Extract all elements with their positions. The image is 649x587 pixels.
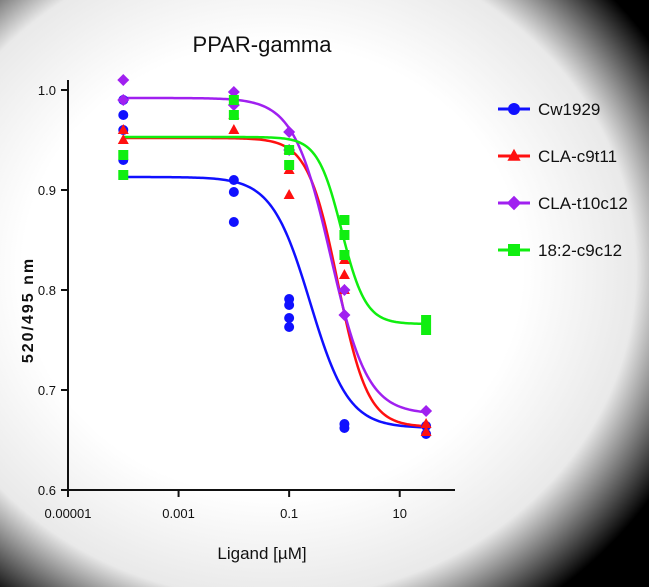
data-point-cw1929: [284, 322, 295, 332]
data-point-cw1929: [228, 187, 239, 197]
data-point-18-2-c9c12: [284, 160, 295, 170]
data-point-cla-c9t11: [420, 418, 432, 428]
data-point-cw1929: [284, 300, 295, 310]
data-point-18-2-c9c12: [284, 145, 295, 155]
legend-marker-cw1929: [508, 103, 520, 115]
data-point-cla-c9t11: [117, 124, 129, 134]
data-point-18-2-c9c12: [228, 110, 239, 120]
data-point-cw1929: [228, 217, 239, 227]
data-point-cla-c9t11: [117, 134, 129, 144]
x-tick-label: 10: [392, 506, 406, 521]
x-tick-label: 0.00001: [45, 506, 92, 521]
data-point-18-2-c9c12: [118, 170, 129, 180]
fit-curves: [123, 96, 427, 429]
data-point-18-2-c9c12: [339, 250, 350, 260]
data-point-cla-c9t11: [338, 269, 350, 279]
legend: Cw1929 CLA-c9t11 CLA-t10c12 18:2-c9c12: [498, 100, 628, 260]
data-point-cla-t10c12: [117, 74, 130, 86]
y-tick-label: 1.0: [38, 83, 56, 98]
legend-label-cla-t10c12: CLA-t10c12: [538, 194, 628, 213]
data-point-18-2-c9c12: [421, 315, 432, 325]
data-point-cw1929: [339, 423, 350, 433]
legend-label-cla-c9t11: CLA-c9t11: [538, 147, 617, 166]
fit-curve-cla-t10c12: [123, 96, 427, 414]
data-points: [117, 74, 433, 439]
y-tick-label: 0.7: [38, 383, 56, 398]
data-point-cla-t10c12: [420, 405, 433, 417]
data-point-cla-t10c12: [283, 126, 296, 138]
x-tick-label: 0.1: [280, 506, 298, 521]
axes: 0.00001 0.001 0.1 10 0.6 0.7 0.8 0.9 1.0: [38, 80, 455, 521]
data-point-18-2-c9c12: [228, 95, 239, 105]
data-point-cla-t10c12: [338, 309, 351, 321]
legend-marker-cla-t10c12: [506, 195, 522, 211]
y-tick-label: 0.9: [38, 183, 56, 198]
x-tick-label: 0.001: [162, 506, 195, 521]
chart-title: PPAR-gamma: [193, 32, 333, 57]
data-point-cla-c9t11: [420, 426, 432, 436]
fit-curve-18-2-c9c12: [123, 135, 427, 326]
data-point-cla-c9t11: [228, 124, 240, 134]
legend-label-18-2-c9c12: 18:2-c9c12: [538, 241, 622, 260]
y-axis-label: 520/495 nm: [20, 257, 37, 363]
data-point-cw1929: [118, 110, 129, 120]
data-point-18-2-c9c12: [118, 150, 129, 160]
fit-curve-cw1929: [123, 175, 427, 429]
data-point-cw1929: [284, 313, 295, 323]
y-tick-label: 0.8: [38, 283, 56, 298]
data-point-18-2-c9c12: [421, 325, 432, 335]
data-point-cw1929: [228, 175, 239, 185]
x-axis-label: Ligand [µM]: [217, 544, 306, 563]
legend-label-cw1929: Cw1929: [538, 100, 600, 119]
data-point-cla-t10c12: [338, 284, 351, 296]
y-tick-label: 0.6: [38, 483, 56, 498]
data-point-18-2-c9c12: [339, 215, 350, 225]
data-point-cla-t10c12: [117, 94, 130, 106]
legend-marker-18-2-c9c12: [508, 244, 520, 256]
legend-marker-cla-c9t11: [507, 148, 521, 161]
data-point-18-2-c9c12: [339, 230, 350, 240]
data-point-cla-c9t11: [283, 189, 295, 199]
